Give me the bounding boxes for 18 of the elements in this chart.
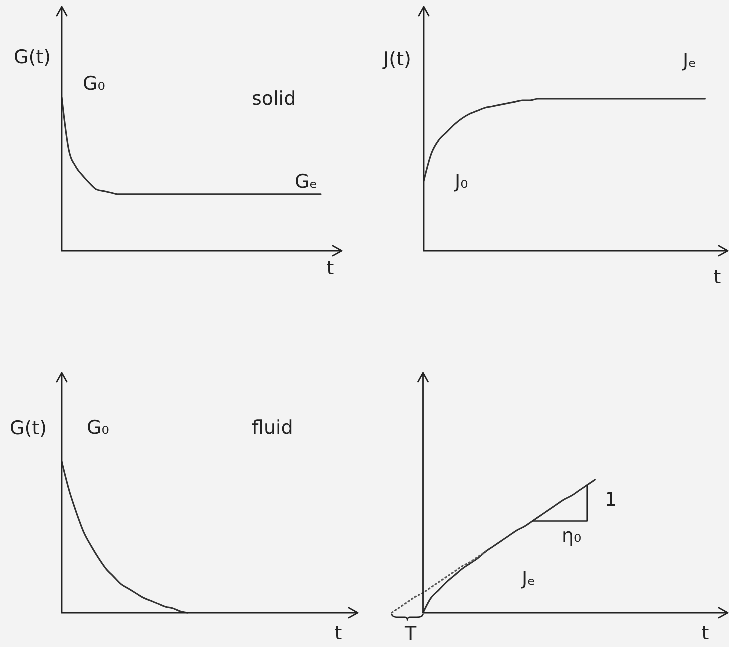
- y-axis-title: J(t): [382, 48, 412, 70]
- annotation: 1: [605, 489, 618, 511]
- x-axis-title: t: [326, 258, 334, 280]
- y-axis-title: G(t): [14, 46, 51, 68]
- x-axis-title: t: [714, 266, 722, 288]
- x-axis-title: t: [334, 622, 342, 644]
- annotation: solid: [252, 88, 296, 110]
- text: T: [404, 623, 417, 645]
- annotation: η₀: [562, 525, 582, 547]
- x-axis-title: t: [702, 622, 710, 644]
- text: fluid: [252, 417, 294, 439]
- annotation: Gₑ: [295, 171, 318, 193]
- annotation: Jₑ: [521, 568, 536, 590]
- text: G₀: [87, 417, 110, 439]
- y-axis-title: G(t): [10, 418, 47, 440]
- text: G₀: [83, 73, 106, 95]
- annotation: J₀: [454, 171, 468, 193]
- text: Jₑ: [682, 50, 697, 72]
